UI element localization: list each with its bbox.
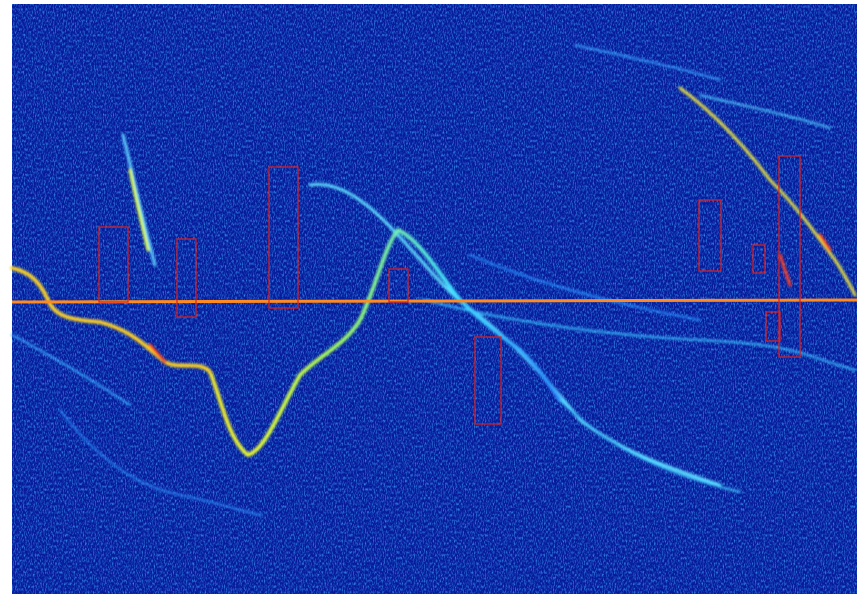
horizontal-line xyxy=(11,298,857,304)
trace xyxy=(10,266,212,374)
trace xyxy=(469,254,701,321)
trace xyxy=(121,133,157,267)
trace xyxy=(699,94,831,129)
detection-box xyxy=(765,311,781,342)
detection-boxes xyxy=(98,155,801,425)
detection-box xyxy=(474,336,502,425)
detection-box xyxy=(98,226,129,303)
detection-box xyxy=(752,244,766,274)
trace xyxy=(678,86,857,297)
trace xyxy=(559,399,741,493)
detection-box xyxy=(778,155,801,358)
trace xyxy=(11,334,131,406)
trace xyxy=(574,44,721,81)
detection-box xyxy=(176,238,197,318)
trace xyxy=(59,409,263,516)
detection-box xyxy=(388,268,409,303)
trace xyxy=(128,168,150,252)
hot-spot xyxy=(148,233,832,364)
detection-box xyxy=(268,166,299,309)
trace xyxy=(424,299,856,371)
detection-box xyxy=(698,199,722,272)
